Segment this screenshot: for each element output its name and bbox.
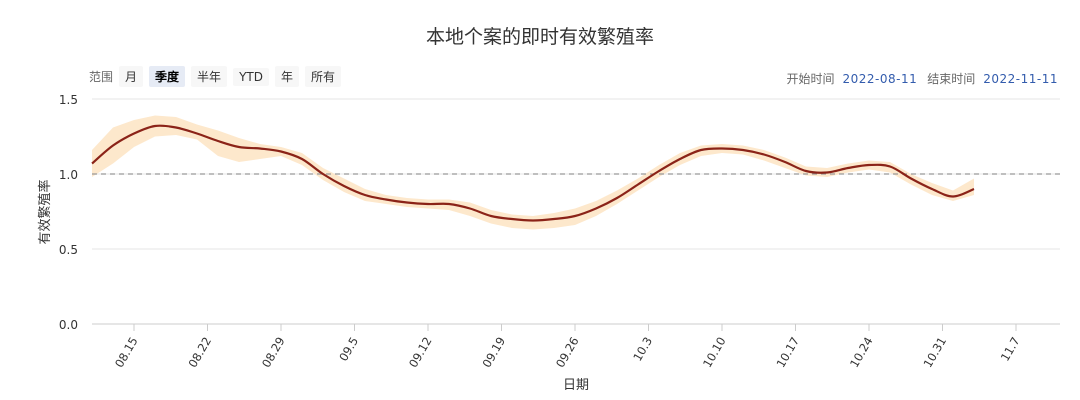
start-time-input[interactable]: 2022-08-11 — [842, 72, 918, 86]
range-button-ytd[interactable]: YTD — [233, 67, 269, 86]
x-tick-label: 08.29 — [259, 335, 288, 371]
x-tick-label: 09.26 — [553, 335, 582, 371]
chart-title: 本地个案的即时有效繁殖率 — [425, 26, 654, 48]
x-axis-title: 日期 — [563, 378, 589, 393]
range-button-all[interactable]: 所有 — [304, 66, 341, 87]
end-time-input[interactable]: 2022-11-11 — [983, 72, 1058, 86]
x-tick-label: 09.19 — [480, 335, 509, 371]
range-button-quarter[interactable]: 季度 — [149, 66, 186, 87]
x-tick-label: 10.10 — [700, 335, 729, 371]
x-tick-label: 10.31 — [921, 335, 950, 371]
y-tick-label: 0.0 — [59, 318, 78, 332]
x-tick-label: 09.12 — [406, 335, 435, 371]
x-tick-label: 09.5 — [336, 335, 361, 364]
x-tick-label: 11.7 — [998, 335, 1023, 364]
x-tick-label: 10.3 — [630, 335, 655, 364]
x-tick-label: 08.22 — [186, 335, 215, 371]
x-tick-label: 10.17 — [774, 335, 803, 371]
range-button-half-year[interactable]: 半年 — [191, 66, 228, 87]
rt-series-line — [91, 124, 975, 222]
y-tick-label: 1.0 — [59, 168, 78, 182]
confidence-band — [92, 115, 974, 230]
y-tick-label: 1.5 — [59, 93, 78, 107]
x-tick-label: 10.24 — [847, 335, 876, 371]
x-tick-label: 08.15 — [112, 335, 141, 371]
range-button-year[interactable]: 年 — [274, 66, 299, 87]
range-button-month[interactable]: 月 — [119, 66, 144, 87]
range-label: 范围 — [89, 70, 114, 84]
y-tick-label: 0.5 — [59, 243, 78, 257]
range-selector: 范围 月 季度 半年 YTD 年 所有 — [89, 66, 347, 87]
y-axis-title: 有效繁殖率 — [37, 179, 53, 244]
start-time-label: 开始时间 — [786, 72, 835, 86]
date-range-inputs: 开始时间 2022-08-11 结束时间 2022-11-11 — [786, 70, 1058, 87]
end-time-label: 结束时间 — [927, 72, 976, 86]
